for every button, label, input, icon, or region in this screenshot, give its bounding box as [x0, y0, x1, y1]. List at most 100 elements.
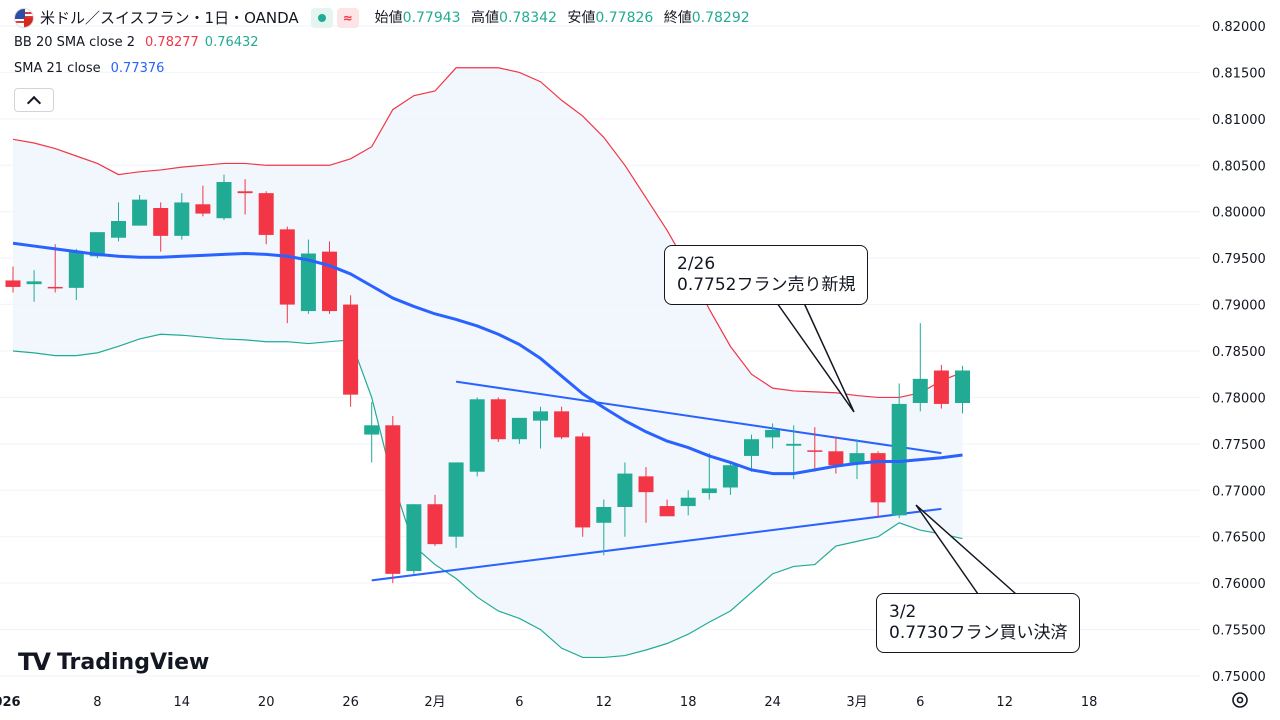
annotation-buy-exit[interactable]: 3/2 0.7730フラン買い決済: [876, 593, 1081, 653]
candlesticks[interactable]: [5, 174, 971, 584]
candle[interactable]: [195, 185, 211, 217]
time-tick-label: 6: [515, 695, 523, 710]
trendline-lower[interactable]: [371, 507, 942, 582]
candle[interactable]: [575, 432, 591, 537]
candle-body: [279, 229, 295, 305]
price-tick-label: 0.76500: [1212, 531, 1266, 546]
time-tick-label: 12: [596, 695, 613, 710]
candle-body: [765, 429, 781, 438]
candle[interactable]: [47, 244, 63, 293]
candle[interactable]: [554, 406, 570, 440]
trendline-upper[interactable]: [455, 380, 942, 455]
candle[interactable]: [596, 499, 612, 556]
candle[interactable]: [638, 467, 654, 523]
time-tick-label: 18: [1081, 695, 1098, 710]
market-open-icon[interactable]: [310, 8, 333, 28]
candle[interactable]: [807, 427, 823, 472]
candle[interactable]: [5, 266, 21, 293]
candle-body: [364, 425, 380, 435]
candle[interactable]: [385, 416, 401, 584]
candle-body: [132, 199, 148, 226]
candle-body: [891, 403, 907, 516]
annotation-buy-pointer: [915, 504, 1017, 595]
candle[interactable]: [111, 202, 126, 242]
collapse-legend-button[interactable]: [14, 88, 54, 112]
price-tick-label: 0.81000: [1212, 113, 1266, 128]
candle-body: [849, 453, 865, 465]
time-tick-label: 20: [258, 695, 275, 710]
candle[interactable]: [237, 179, 253, 215]
candle[interactable]: [617, 462, 633, 537]
candle-body: [490, 399, 506, 440]
candle-body: [195, 204, 211, 214]
tradingview-logo-text: TradingView: [56, 649, 210, 675]
candle[interactable]: [722, 462, 738, 495]
candle[interactable]: [490, 397, 506, 442]
candle-body: [933, 370, 949, 404]
sma-value: 0.77376: [110, 61, 165, 76]
bb-lower-value: 0.76432: [204, 35, 259, 50]
candle[interactable]: [364, 402, 380, 463]
candle-body: [153, 208, 169, 236]
wave-icon[interactable]: ≈: [336, 8, 359, 28]
candle[interactable]: [427, 494, 443, 546]
candle[interactable]: [955, 365, 970, 414]
price-tick-label: 0.81500: [1212, 66, 1266, 81]
annotation-sell-entry[interactable]: 2/26 0.7752フラン売り新規: [664, 245, 869, 305]
ohlc-low-value: 0.77826: [595, 10, 654, 26]
time-axis[interactable]: 202681420262月61218243月61218: [0, 695, 1097, 710]
candle[interactable]: [68, 248, 84, 300]
candle[interactable]: [153, 202, 169, 252]
candle-body: [448, 462, 464, 537]
candle-body: [722, 465, 738, 488]
candle[interactable]: [406, 504, 422, 574]
price-axis[interactable]: 0.82000 0.81500 0.81000 0.80500 0.80000 0.795…: [1212, 20, 1266, 685]
candle[interactable]: [680, 490, 696, 516]
candle[interactable]: [258, 191, 274, 245]
time-tick-label: 18: [680, 695, 697, 710]
candle-body: [786, 443, 802, 446]
settings-gear-icon[interactable]: [1230, 690, 1250, 710]
candle[interactable]: [216, 174, 232, 221]
bollinger-bands: [12, 67, 963, 659]
price-tick-label: 0.76000: [1212, 577, 1266, 592]
candle-body: [659, 506, 675, 517]
time-tick-label: 26: [342, 695, 359, 710]
candle[interactable]: [786, 425, 802, 480]
sma-indicator-row[interactable]: SMA 21 close 0.77376: [14, 56, 750, 82]
candle[interactable]: [26, 270, 42, 302]
ohlc-high-value: 0.78342: [499, 10, 557, 26]
candle[interactable]: [701, 453, 717, 500]
candle-body: [744, 439, 759, 456]
candle[interactable]: [891, 383, 907, 519]
candle[interactable]: [912, 323, 928, 412]
candle-body: [68, 251, 84, 288]
candle[interactable]: [322, 241, 337, 314]
symbol-title[interactable]: 米ドル／スイスフラン・1日・OANDA: [40, 9, 299, 27]
candle-body: [807, 450, 823, 452]
candle[interactable]: [511, 417, 527, 444]
candle-body: [89, 232, 105, 257]
candle[interactable]: [132, 195, 148, 226]
candle[interactable]: [765, 423, 781, 449]
candle[interactable]: [300, 239, 316, 314]
annotation-buy-date: 3/2: [889, 602, 917, 622]
candle[interactable]: [174, 193, 190, 240]
bb-indicator-row[interactable]: BB 20 SMA close 2 0.78277 0.76432: [14, 30, 750, 56]
candle[interactable]: [343, 295, 359, 407]
candle-body: [533, 411, 548, 421]
candle[interactable]: [849, 439, 865, 480]
candle[interactable]: [533, 406, 548, 449]
candle[interactable]: [279, 226, 295, 324]
candle-body: [216, 182, 232, 219]
trendlines[interactable]: [371, 380, 942, 582]
tradingview-logo[interactable]: 𝗧𝗩 TradingView: [18, 648, 209, 676]
candle[interactable]: [469, 397, 485, 477]
candle-body: [912, 378, 928, 403]
time-tick-label: 8: [93, 695, 101, 710]
candle[interactable]: [933, 364, 949, 409]
candle[interactable]: [448, 462, 464, 548]
candle[interactable]: [659, 499, 675, 517]
candle[interactable]: [744, 434, 759, 472]
